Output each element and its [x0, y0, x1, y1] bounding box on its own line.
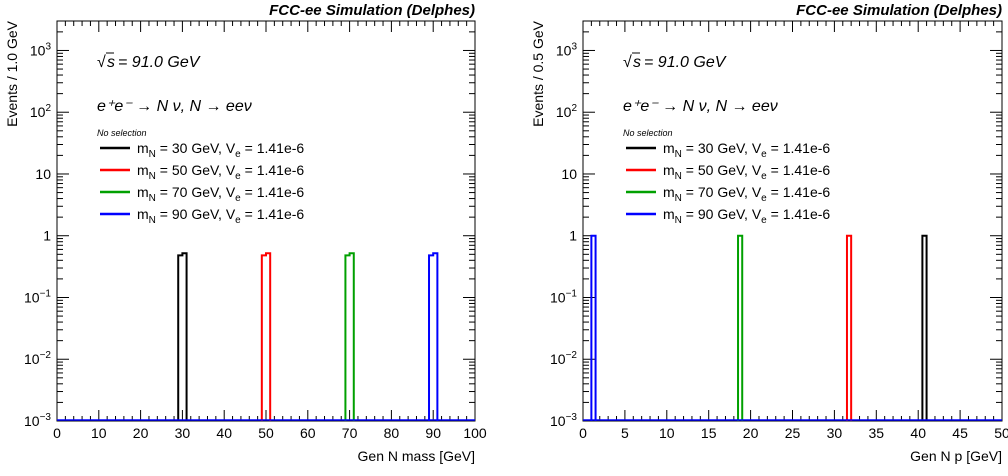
x-tick-label: 35	[869, 425, 885, 441]
y-tick-label: 103	[556, 41, 578, 58]
y-tick-label: 10−3	[550, 412, 577, 429]
histogram-series-2	[845, 234, 853, 421]
histogram-series-4	[428, 252, 439, 421]
x-tick-label: 60	[300, 425, 316, 441]
chart-title: FCC-ee Simulation (Delphes)	[269, 2, 475, 19]
process-annotation: e⁺e⁻ → N ν, N → eeν	[97, 98, 252, 115]
x-tick-label: 50	[258, 425, 274, 441]
y-tick-label: 10−2	[550, 350, 577, 367]
y-tick-label: 10−3	[24, 412, 51, 429]
y-tick-label: 10	[35, 166, 51, 182]
x-tick-label: 30	[175, 425, 191, 441]
y-tick-label: 102	[556, 103, 578, 120]
sqrt-symbol: √	[623, 54, 632, 71]
x-tick-label: 50	[994, 425, 1008, 441]
chart-panel-2: FCC-ee Simulation (Delphes) 0 5 10 15 20 25 30 3…	[530, 2, 1008, 464]
y-tick-label: 10−1	[24, 288, 51, 305]
y-tick-label: 103	[30, 41, 52, 58]
chart-title: FCC-ee Simulation (Delphes)	[796, 2, 1002, 19]
x-tick-label: 90	[425, 425, 441, 441]
y-tick-label: 10−1	[550, 288, 577, 305]
y-axis-label: Events / 0.5 GeV	[530, 20, 546, 126]
x-tick-label: 100	[463, 425, 487, 441]
x-tick-label: 15	[701, 425, 717, 441]
y-tick-label: 1	[43, 228, 51, 244]
x-tick-label: 0	[579, 425, 587, 441]
legend-label-3: mN = 70 GeV, Ve = 1.41e-6	[663, 184, 830, 204]
x-tick-label: 5	[621, 425, 629, 441]
legend-header: No selection	[97, 128, 147, 138]
legend-header: No selection	[623, 128, 673, 138]
sqrt-symbol: √	[97, 54, 106, 71]
sqrt-s-annotation: √ s = 91.0 GeV	[97, 52, 201, 71]
x-tick-label: 0	[53, 425, 61, 441]
x-tick-label: 10	[91, 425, 107, 441]
x-tick-label: 80	[384, 425, 400, 441]
legend-label-1: mN = 30 GeV, Ve = 1.41e-6	[663, 140, 830, 160]
legend-label-4: mN = 90 GeV, Ve = 1.41e-6	[137, 206, 304, 226]
legend-label-3: mN = 70 GeV, Ve = 1.41e-6	[137, 184, 304, 204]
sqrt-value: = 91.0 GeV	[118, 54, 201, 71]
chart-panel-1: FCC-ee Simulation (Delphes) 0 10 20 30 40 50 60…	[4, 2, 487, 464]
x-tick-label: 10	[659, 425, 675, 441]
legend-label-1: mN = 30 GeV, Ve = 1.41e-6	[137, 140, 304, 160]
process-annotation: e⁺e⁻ → N ν, N → eeν	[623, 98, 778, 115]
x-tick-label: 40	[216, 425, 232, 441]
y-tick-label: 1	[569, 228, 577, 244]
y-tick-label: 102	[30, 103, 52, 120]
x-tick-label: 25	[785, 425, 801, 441]
sqrt-s-annotation: √ s = 91.0 GeV	[623, 52, 727, 71]
legend-label-4: mN = 90 GeV, Ve = 1.41e-6	[663, 206, 830, 226]
legend-label-2: mN = 50 GeV, Ve = 1.41e-6	[663, 162, 830, 182]
x-axis-label: Gen N p [GeV]	[910, 448, 1002, 464]
sqrt-s: s	[633, 54, 641, 71]
x-tick-label: 20	[133, 425, 149, 441]
x-tick-label: 70	[342, 425, 358, 441]
legend-label-2: mN = 50 GeV, Ve = 1.41e-6	[137, 162, 304, 182]
histogram-series-1	[177, 252, 188, 421]
histogram-series-3	[737, 234, 744, 421]
histogram-series-3	[344, 252, 355, 421]
x-tick-label: 20	[743, 425, 759, 441]
histogram-series-2	[260, 252, 272, 421]
sqrt-value: = 91.0 GeV	[644, 54, 727, 71]
x-tick-label: 30	[827, 425, 843, 441]
y-tick-label: 10	[561, 166, 577, 182]
y-tick-label: 10−2	[24, 350, 51, 367]
x-tick-label: 40	[910, 425, 926, 441]
x-axis-label: Gen N mass [GeV]	[358, 448, 475, 464]
x-tick-label: 45	[952, 425, 968, 441]
sqrt-s: s	[107, 54, 115, 71]
histogram-series-1	[921, 234, 928, 421]
histogram-series-4	[590, 234, 597, 421]
y-axis-label: Events / 1.0 GeV	[4, 20, 20, 126]
